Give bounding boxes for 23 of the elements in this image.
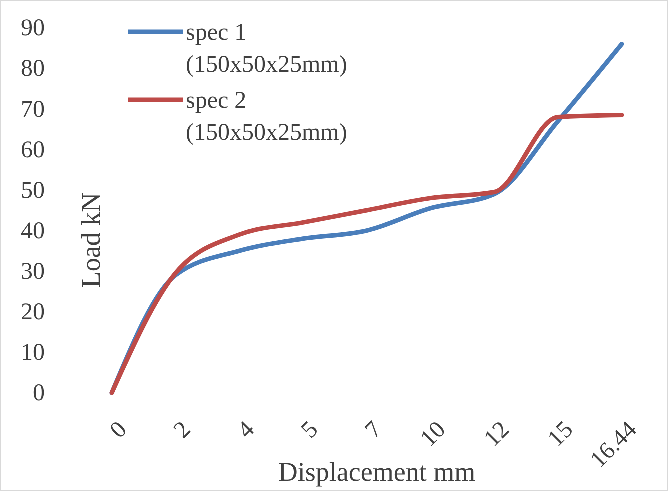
x-axis-title: Displacement mm (278, 457, 476, 487)
y-tick-label: 80 (21, 56, 45, 82)
y-tick-label: 50 (21, 178, 45, 204)
y-tick-label: 20 (21, 300, 45, 326)
y-tick-label: 40 (21, 218, 45, 244)
x-tick-label: 15 (543, 416, 579, 452)
y-tick-label: 90 (21, 16, 45, 42)
x-tick-label: 7 (360, 416, 388, 444)
x-tick-label: 5 (296, 416, 324, 444)
y-tick-label: 30 (21, 259, 45, 286)
y-tick-label: 0 (33, 380, 45, 407)
y-axis-title: Load kN (76, 192, 106, 288)
y-tick-label: 60 (21, 137, 45, 164)
legend-label: spec 2 (150x50x25mm) (186, 88, 348, 146)
x-tick-label: 2 (169, 416, 196, 444)
legend-label: spec 1 (150x50x25mm) (186, 20, 348, 78)
x-tick-label: 12 (479, 416, 515, 452)
y-tick-label: 70 (21, 96, 45, 123)
x-tick-label: 0 (105, 416, 132, 444)
line-series (110, 112, 624, 396)
y-tick-label: 10 (21, 340, 45, 366)
x-tick-label: 4 (232, 416, 260, 444)
x-tick-label: 10 (416, 416, 452, 452)
